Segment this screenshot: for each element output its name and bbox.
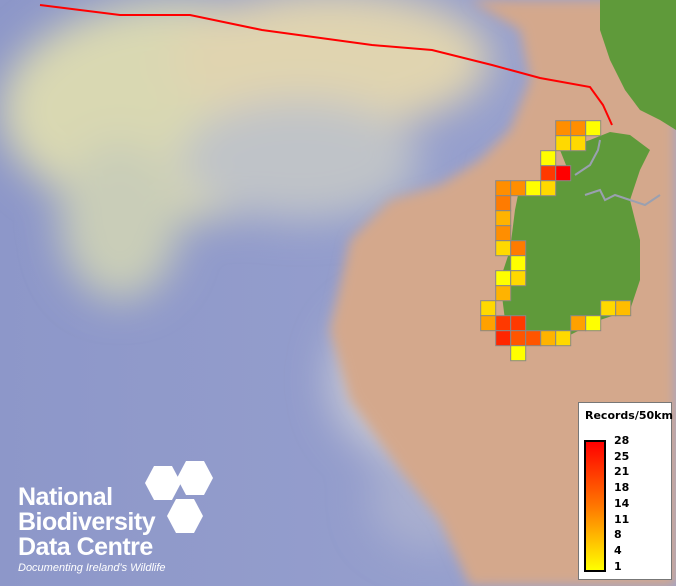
nbdc-logo: National Biodiversity Data Centre Docume…	[18, 461, 213, 574]
grid-cell[interactable]	[510, 315, 527, 332]
grid-cell[interactable]	[555, 120, 572, 137]
grid-cell[interactable]	[480, 315, 497, 332]
hexagon-emblem-icon	[145, 461, 213, 533]
grid-cell[interactable]	[570, 315, 587, 332]
grid-cell[interactable]	[615, 300, 632, 317]
scotland-land	[600, 0, 676, 130]
grid-cell[interactable]	[585, 315, 602, 332]
legend-tick: 25	[614, 449, 630, 463]
grid-cell[interactable]	[510, 330, 527, 347]
grid-cell[interactable]	[495, 180, 512, 197]
grid-cell[interactable]	[510, 180, 527, 197]
grid-cell[interactable]	[540, 330, 557, 347]
legend-tick: 21	[614, 465, 630, 479]
grid-cell[interactable]	[540, 150, 557, 167]
grid-cell[interactable]	[495, 195, 512, 212]
grid-cell[interactable]	[510, 270, 527, 287]
grid-cell[interactable]	[600, 300, 617, 317]
grid-cell[interactable]	[495, 270, 512, 287]
grid-cell[interactable]	[510, 345, 527, 362]
grid-cell[interactable]	[480, 300, 497, 317]
legend-tick: 4	[614, 543, 622, 557]
grid-cell[interactable]	[585, 120, 602, 137]
grid-cell[interactable]	[495, 240, 512, 257]
grid-cell[interactable]	[510, 240, 527, 257]
legend-tick: 28	[614, 434, 630, 447]
logo-tagline: Documenting Ireland's Wildlife	[18, 562, 166, 574]
border-line	[574, 139, 661, 207]
grid-cell[interactable]	[555, 135, 572, 152]
grid-cell[interactable]	[510, 255, 527, 272]
grid-cell[interactable]	[525, 180, 542, 197]
grid-cell[interactable]	[525, 330, 542, 347]
grid-cell[interactable]	[495, 315, 512, 332]
legend-tick: 18	[614, 481, 630, 495]
grid-cell[interactable]	[495, 225, 512, 242]
grid-cell[interactable]	[495, 330, 512, 347]
boundary-line	[39, 4, 613, 126]
legend-color-ramp	[584, 440, 606, 572]
grid-cell[interactable]	[570, 135, 587, 152]
legend: Records/50km 28 25 21 18 14 11 8 4 1	[578, 402, 673, 580]
logo-line-1: National	[18, 483, 113, 511]
grid-cell[interactable]	[555, 165, 572, 182]
legend-tick: 14	[614, 496, 630, 510]
grid-cell[interactable]	[555, 330, 572, 347]
grid-cell[interactable]	[540, 165, 557, 182]
legend-title: Records/50km	[585, 409, 673, 422]
logo-line-3: Data Centre	[18, 533, 153, 561]
logo-line-2: Biodiversity	[18, 508, 156, 536]
legend-tick: 1	[614, 559, 622, 573]
legend-tick: 8	[614, 528, 622, 542]
grid-cell[interactable]	[495, 285, 512, 302]
grid-cell[interactable]	[495, 210, 512, 227]
legend-tick: 11	[614, 512, 630, 526]
grid-cell[interactable]	[570, 120, 587, 137]
grid-cell[interactable]	[540, 180, 557, 197]
records-grid	[480, 120, 632, 362]
